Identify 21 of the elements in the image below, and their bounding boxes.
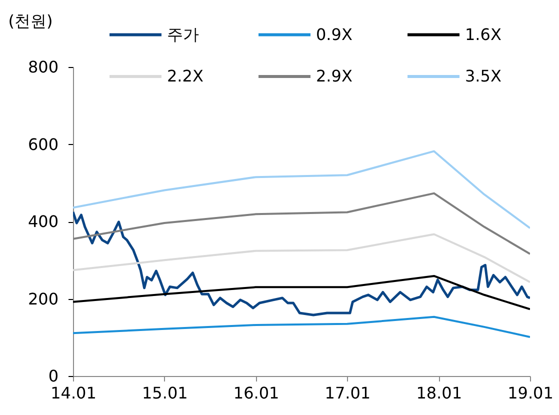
y-tick-label: 0 xyxy=(48,366,58,386)
line-series xyxy=(73,150,530,230)
x-tick-label: 15.01 xyxy=(142,384,188,402)
legend-label: 3.5X xyxy=(465,66,502,86)
line-series xyxy=(73,316,530,338)
y-tick-label: 600 xyxy=(28,134,58,154)
x-tick-label: 14.01 xyxy=(50,384,96,402)
x-tick-label: 17.01 xyxy=(324,384,371,402)
x-tick-label: 16.01 xyxy=(233,384,280,402)
legend-label: 2.9X xyxy=(316,66,352,86)
legend-label: 1.6X xyxy=(465,24,502,44)
y-tick-label: 400 xyxy=(28,212,58,231)
y-axis-title: (천원) xyxy=(8,12,53,30)
line-series xyxy=(73,233,530,284)
y-tick-label: 800 xyxy=(28,58,58,76)
y-tick-label: 200 xyxy=(28,289,58,308)
x-tick-label: 19.01 xyxy=(508,384,554,402)
legend-label: 2.2X xyxy=(167,66,204,86)
x-tick-label: 18.01 xyxy=(416,384,462,402)
legend-label: 주가 xyxy=(167,24,199,44)
legend-label: 0.9X xyxy=(316,24,352,44)
